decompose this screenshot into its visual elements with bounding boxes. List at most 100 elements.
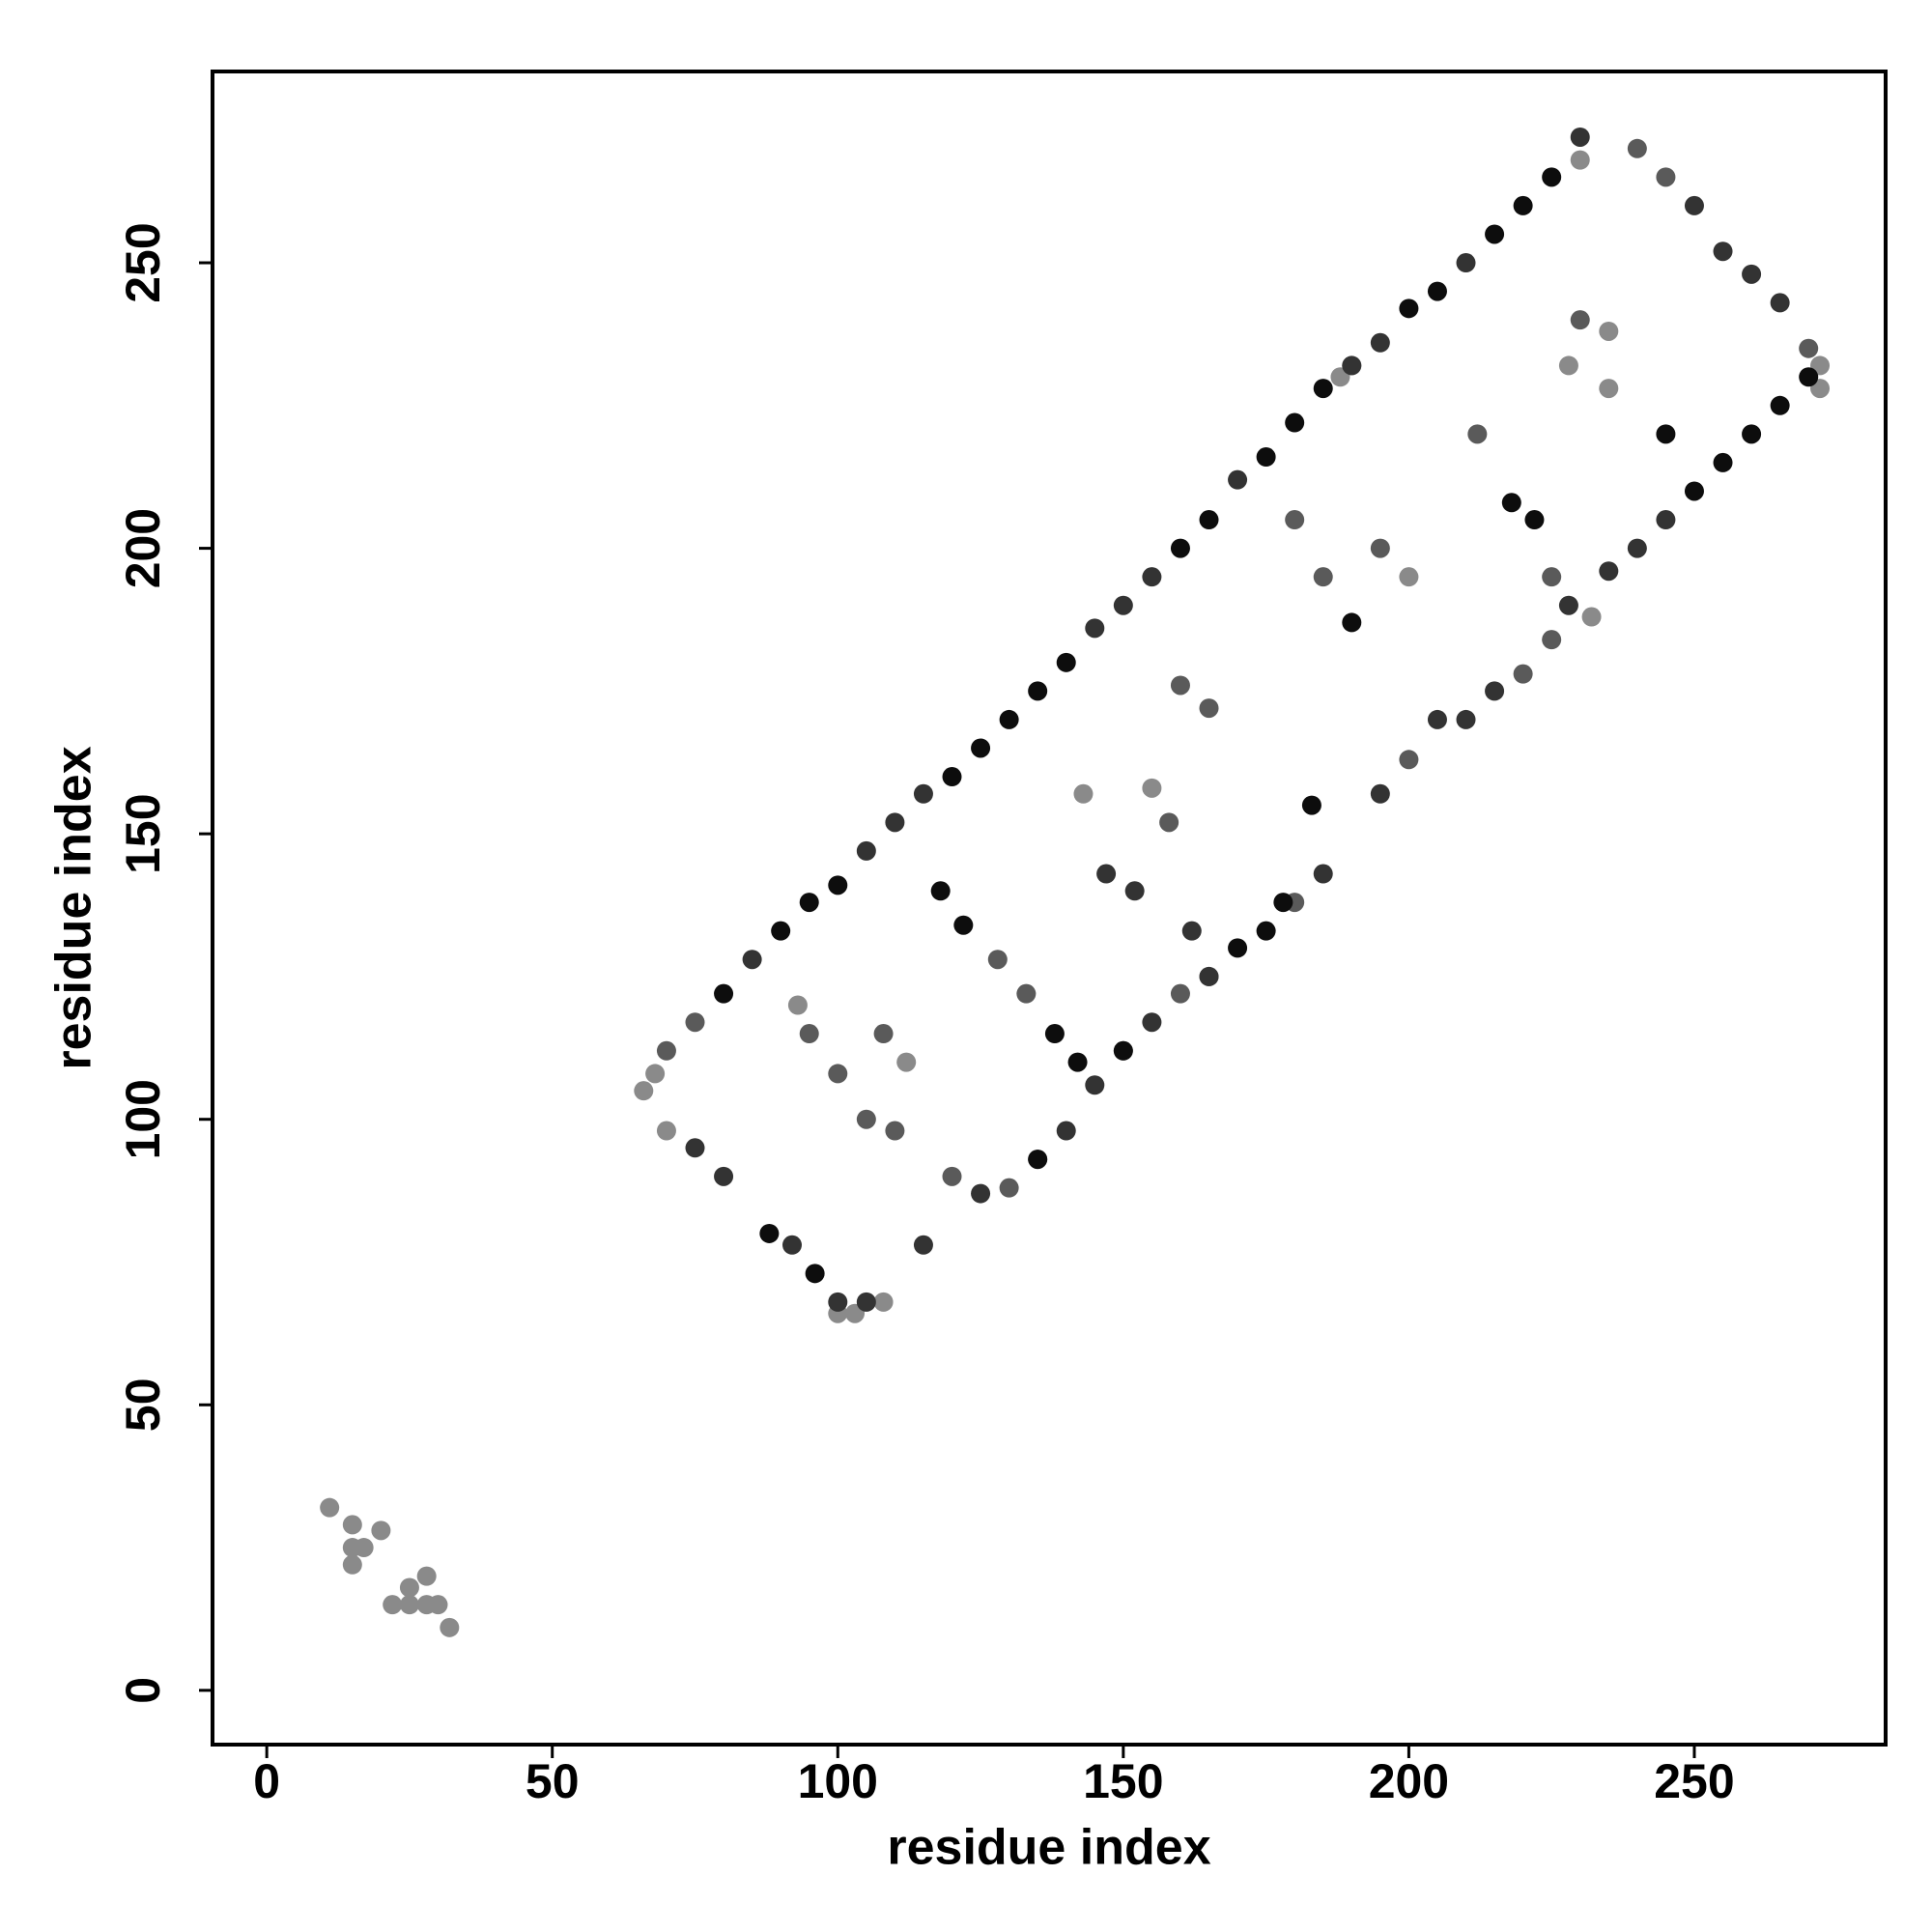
contact-point xyxy=(1142,1012,1162,1033)
y-tick-label: 250 xyxy=(116,222,170,302)
x-axis-title: residue index xyxy=(887,1820,1210,1876)
contact-point xyxy=(913,783,933,804)
contact-point xyxy=(645,1064,666,1084)
contact-point xyxy=(1467,424,1488,444)
contact-point xyxy=(1073,783,1094,804)
contact-point xyxy=(1558,595,1578,615)
contact-point xyxy=(885,1121,905,1141)
contact-point xyxy=(1113,1040,1133,1061)
contact-point xyxy=(799,893,819,913)
contact-point xyxy=(873,1024,894,1044)
contact-point xyxy=(1501,493,1521,513)
contact-point xyxy=(1570,150,1590,170)
y-tick-label: 200 xyxy=(116,508,170,588)
contact-point xyxy=(714,983,734,1004)
contact-point xyxy=(428,1595,448,1615)
y-tick-label: 50 xyxy=(116,1378,170,1432)
contact-point xyxy=(1684,195,1704,215)
contact-point xyxy=(371,1520,391,1541)
contact-point xyxy=(1159,812,1179,833)
contact-point xyxy=(1342,612,1362,633)
contact-point xyxy=(771,921,791,941)
contact-point xyxy=(1656,510,1676,530)
contact-point xyxy=(1170,675,1190,696)
contact-point xyxy=(942,1166,962,1186)
contact-point xyxy=(1085,618,1105,639)
contact-point xyxy=(930,881,951,901)
contact-point xyxy=(1581,607,1602,627)
contact-point xyxy=(1524,510,1545,530)
contact-point xyxy=(634,1081,654,1101)
contact-point xyxy=(416,1566,437,1586)
contact-point xyxy=(1181,921,1202,941)
contact-point xyxy=(828,875,848,895)
contact-point xyxy=(1124,881,1145,901)
contact-point xyxy=(1742,264,1762,284)
contact-point xyxy=(1542,567,1562,587)
contact-point xyxy=(742,950,762,970)
contact-point xyxy=(1656,424,1676,444)
contact-point xyxy=(1056,652,1076,672)
x-tick-label: 100 xyxy=(798,1754,878,1808)
contact-point xyxy=(342,1515,362,1535)
plot-frame xyxy=(211,70,1888,1747)
contact-point xyxy=(828,1064,848,1084)
contact-point xyxy=(1142,567,1162,587)
contact-point xyxy=(1199,698,1219,719)
contact-point xyxy=(805,1264,825,1284)
contact-point xyxy=(714,1166,734,1186)
contact-point xyxy=(1542,167,1562,187)
contact-point xyxy=(342,1554,362,1575)
contact-point xyxy=(1456,253,1476,273)
x-tick-label: 250 xyxy=(1654,1754,1734,1808)
contact-point xyxy=(1770,293,1790,313)
contact-point xyxy=(799,1024,819,1044)
x-tick-label: 50 xyxy=(526,1754,580,1808)
contact-point xyxy=(987,950,1008,970)
contact-point xyxy=(685,1138,705,1158)
contact-point xyxy=(1713,242,1733,262)
contact-point xyxy=(1427,281,1447,301)
y-tick-label: 0 xyxy=(116,1677,170,1704)
contact-point xyxy=(656,1040,676,1061)
contact-point xyxy=(399,1577,419,1598)
contact-point xyxy=(1570,127,1590,147)
contact-point xyxy=(1028,1150,1048,1170)
contact-point xyxy=(1285,412,1305,433)
contact-point xyxy=(1599,379,1619,399)
contact-point xyxy=(1313,864,1333,884)
contact-point xyxy=(1199,966,1219,986)
contact-point xyxy=(1142,778,1162,798)
contact-point xyxy=(1456,709,1476,729)
x-tick-label: 0 xyxy=(253,1754,280,1808)
contact-point xyxy=(1656,167,1676,187)
contact-point xyxy=(1485,224,1505,244)
contact-point xyxy=(685,1012,705,1033)
contact-point xyxy=(1627,538,1647,558)
contact-point xyxy=(1713,452,1733,472)
contact-point xyxy=(1485,681,1505,701)
contact-point xyxy=(1370,538,1390,558)
contact-point xyxy=(1742,424,1762,444)
contact-point xyxy=(971,1183,991,1204)
contact-point xyxy=(1342,355,1362,376)
contact-point xyxy=(1513,195,1533,215)
contact-point xyxy=(1599,561,1619,582)
contact-point xyxy=(1542,630,1562,650)
contact-point xyxy=(1113,595,1133,615)
y-tick-label: 150 xyxy=(116,793,170,873)
contact-point xyxy=(1228,938,1248,958)
contact-point xyxy=(1256,921,1276,941)
contact-point xyxy=(1558,355,1578,376)
contact-point xyxy=(1770,395,1790,415)
contact-point xyxy=(1799,367,1819,387)
contact-point xyxy=(1684,481,1704,501)
contact-point xyxy=(1085,1075,1105,1095)
contact-point xyxy=(1273,893,1293,913)
contact-point xyxy=(1096,864,1117,884)
contact-point xyxy=(1370,332,1390,353)
contact-point xyxy=(1599,321,1619,341)
y-axis-title: residue index xyxy=(46,746,102,1069)
